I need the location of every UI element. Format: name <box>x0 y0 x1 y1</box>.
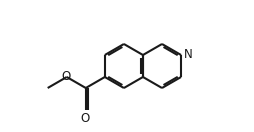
Text: O: O <box>61 70 70 82</box>
Text: O: O <box>80 112 89 126</box>
Text: N: N <box>184 48 193 61</box>
